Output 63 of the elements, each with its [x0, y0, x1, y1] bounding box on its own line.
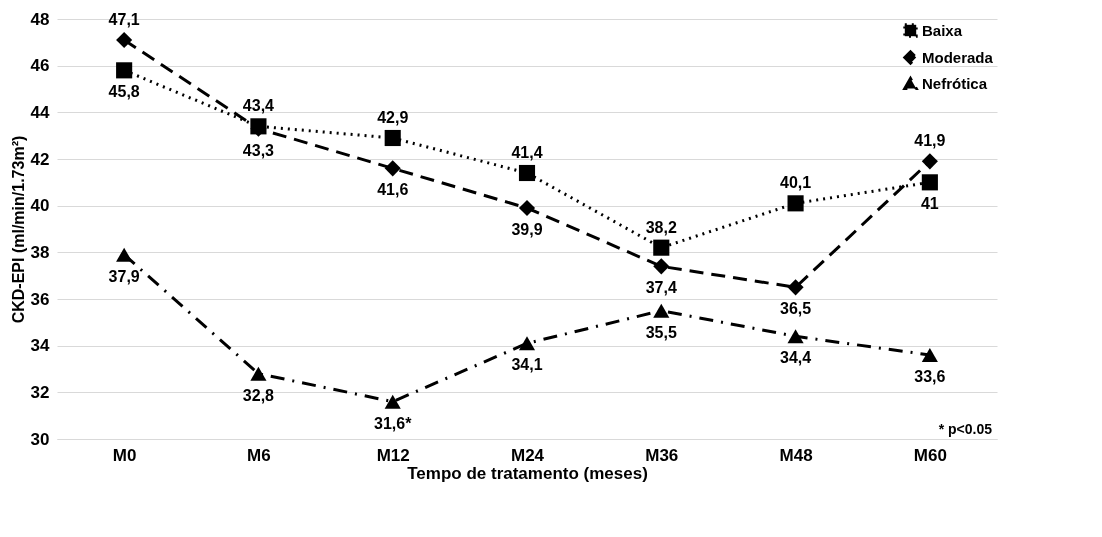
data-label: 35,5 [645, 323, 677, 341]
legend-label: Nefrótica [922, 74, 988, 92]
data-label: 42,9 [377, 109, 409, 126]
point [921, 153, 938, 170]
point [250, 366, 267, 381]
y-tick-label: 30 [30, 429, 50, 449]
y-axis-title: CKD-EPI (ml/min/1.73m²) [9, 135, 27, 324]
data-label: 41,4 [511, 144, 543, 161]
x-tick-label: M12 [376, 445, 410, 465]
y-tick-label: 34 [30, 336, 51, 356]
legend-label: Baixa [922, 21, 963, 39]
point [653, 303, 670, 318]
data-label: 41,9 [914, 132, 946, 150]
x-tick-label: M0 [112, 445, 137, 465]
point [116, 31, 133, 49]
data-label: 41 [920, 195, 939, 213]
data-label: 36,5 [780, 300, 812, 318]
data-label: 34,4 [780, 349, 812, 367]
point [116, 62, 133, 79]
data-label: 45,8 [108, 83, 140, 101]
point [787, 279, 804, 296]
annotation: * p<0.05 [938, 421, 993, 437]
data-label: 41,6 [377, 181, 409, 199]
point [518, 164, 536, 182]
y-tick-label: 42 [30, 149, 50, 169]
y-tick-label: 36 [30, 289, 50, 309]
x-tick-label: M60 [913, 445, 947, 465]
data-label: 33,6 [914, 368, 946, 385]
x-tick-label: M48 [779, 445, 813, 465]
data-label: 34,1 [511, 356, 543, 374]
data-label: 40,1 [780, 174, 812, 192]
point [518, 336, 536, 351]
data-label: 37,9 [108, 267, 140, 285]
data-label: 32,8 [242, 386, 275, 404]
point [921, 348, 938, 362]
point [787, 195, 804, 212]
data-label: 38,2 [645, 218, 677, 236]
y-tick-label: 46 [30, 56, 50, 76]
point [921, 174, 938, 191]
point [653, 258, 670, 275]
y-tick-label: 44 [30, 102, 51, 122]
point [518, 199, 536, 217]
x-tick-label: M36 [645, 445, 679, 465]
data-label: 43,4 [242, 97, 275, 115]
point [116, 247, 133, 262]
point [653, 239, 670, 256]
data-label: 47,1 [108, 11, 140, 28]
data-label: 43,3 [242, 141, 275, 159]
x-tick-label: M6 [247, 445, 271, 465]
y-tick-label: 38 [30, 242, 50, 262]
point [384, 394, 401, 409]
data-label: 37,4 [645, 279, 677, 297]
data-label: 31,6* [374, 414, 413, 432]
y-tick-label: 48 [30, 9, 50, 29]
y-tick-label: 32 [30, 382, 50, 402]
x-tick-label: M24 [510, 445, 545, 465]
y-tick-label: 40 [30, 196, 50, 216]
point [384, 160, 401, 177]
x-axis-title: Tempo de tratamento (meses) [407, 463, 648, 483]
legend-label: Moderada [922, 48, 994, 66]
point [384, 129, 401, 147]
point [787, 329, 804, 344]
data-label: 39,9 [511, 221, 543, 238]
